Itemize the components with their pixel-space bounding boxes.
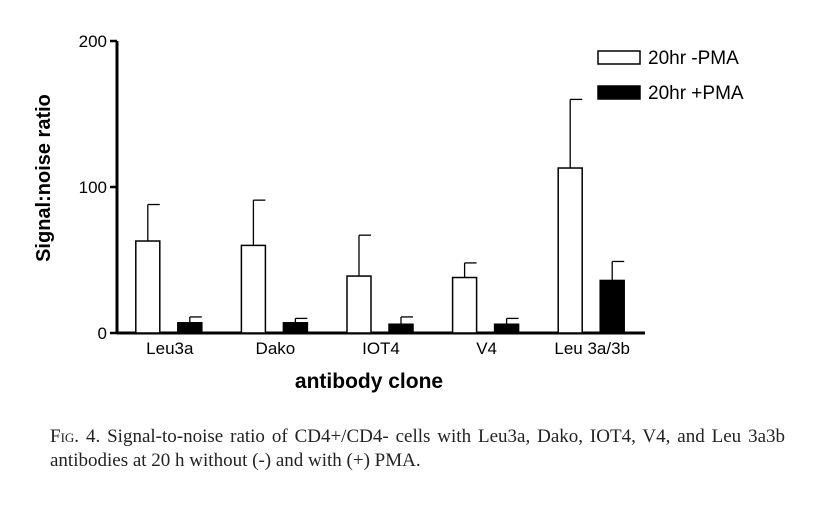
y-tick-label: 0 (98, 324, 107, 343)
bar-minus-pma (451, 276, 478, 334)
bar-minus-pma (240, 244, 267, 334)
bar-plus-pma (177, 322, 203, 334)
x-tick-label: Leu3a (146, 339, 194, 358)
x-tick-label: Leu 3a/3b (554, 339, 630, 358)
bar-plus-pma (493, 323, 520, 334)
x-tick-label: IOT4 (362, 339, 400, 358)
figure-label: Fig. 4. (50, 426, 101, 447)
x-axis-label: antibody clone (295, 370, 443, 393)
x-tick-label: Dako (256, 339, 296, 358)
bar-plus-pma (282, 322, 309, 334)
caption-text: Signal-to-noise ratio of CD4+/CD4- cells… (50, 426, 785, 471)
figure-caption: Fig. 4. Signal-to-noise ratio of CD4+/CD… (50, 425, 785, 473)
bar-chart: 0 100 200 Leu3a Dako IOT4 V4 Leu 3a/3b Signal:n… (33, 32, 744, 393)
legend-swatch-plus-pma (597, 85, 641, 100)
legend-swatch-minus-pma (597, 50, 641, 65)
bar-minus-pma (346, 275, 372, 334)
legend-label-plus-pma: 20hr +PMA (648, 83, 744, 104)
plot-area: 0 100 200 Leu3a Dako IOT4 V4 Leu 3a/3b (79, 32, 645, 358)
y-axis-label: Signal:noise ratio (33, 94, 55, 262)
y-tick-label: 200 (79, 32, 107, 51)
y-tick-label: 100 (79, 178, 107, 197)
x-tick-label: V4 (476, 339, 497, 358)
bar-plus-pma (388, 323, 414, 334)
legend: 20hr -PMA 20hr +PMA (597, 48, 744, 104)
bar-plus-pma (599, 279, 625, 334)
legend-label-minus-pma: 20hr -PMA (648, 48, 739, 69)
bar-minus-pma (557, 167, 583, 334)
bar-minus-pma (135, 240, 161, 334)
